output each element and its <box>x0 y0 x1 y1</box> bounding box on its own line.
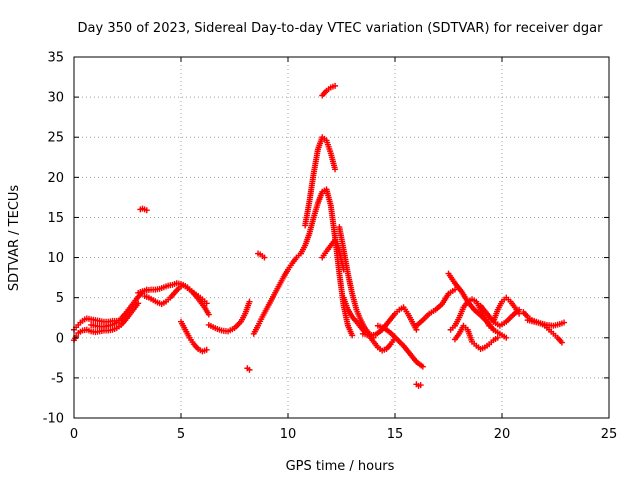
axis-ticks <box>73 56 610 419</box>
y-tick-label: 20 <box>47 171 64 186</box>
y-tick-label: 10 <box>47 251 64 266</box>
data-point <box>205 311 212 318</box>
series-arc-afternoon-1 <box>340 294 398 354</box>
x-tick-label: 5 <box>177 427 185 442</box>
series-arc-morning-2 <box>141 281 212 318</box>
series-arc-noon-4 <box>319 82 339 99</box>
data-point <box>332 166 339 173</box>
series-arc-night-2 <box>524 317 568 329</box>
data-point <box>490 326 497 333</box>
series-arc-noon-6 <box>336 224 377 341</box>
y-tick-label: 30 <box>47 91 64 106</box>
data-point <box>503 334 510 341</box>
y-axis-label: SDTVAR / TECUs <box>7 185 22 292</box>
y-tick-label: 5 <box>56 291 64 306</box>
series-arc-early-4 <box>137 205 150 214</box>
series-arc-morning-5 <box>244 365 253 373</box>
data-point <box>516 306 523 313</box>
series-arc-afternoon-5 <box>413 286 458 329</box>
data-point <box>261 254 268 261</box>
series-arc-afternoon-3 <box>374 322 426 370</box>
series-arc-evening-5 <box>477 302 523 329</box>
data-point <box>419 363 426 370</box>
x-tick-label: 0 <box>70 427 78 442</box>
data-point <box>246 366 253 373</box>
data-point <box>143 207 150 214</box>
series-arc-noon-3 <box>302 134 339 229</box>
y-tick-label: 35 <box>47 51 64 66</box>
y-tick-label: 0 <box>56 331 64 346</box>
series-arc-morning-3 <box>178 318 210 355</box>
series-arc-afternoon-4 <box>413 381 424 389</box>
data-point <box>561 319 568 326</box>
data-point <box>246 298 253 305</box>
y-tick-label: 25 <box>47 131 64 146</box>
series-arc-morning-6 <box>255 250 268 261</box>
series-arc-early-3 <box>88 286 150 330</box>
data-point <box>332 82 339 89</box>
gridlines <box>74 57 609 418</box>
data-point <box>349 332 356 339</box>
y-tick-labels: -10 -5 0 5 10 15 20 25 30 35 <box>43 51 64 427</box>
x-tick-labels: 0 5 10 15 20 25 <box>70 427 617 442</box>
x-tick-label: 20 <box>494 427 511 442</box>
chart-title: Day 350 of 2023, Sidereal Day-to-day VTE… <box>78 21 604 36</box>
x-tick-label: 10 <box>280 427 297 442</box>
series-arc-evening-3 <box>451 322 501 353</box>
series-arc-evening-2 <box>447 296 497 333</box>
data-point <box>558 339 565 346</box>
data-point <box>494 334 501 341</box>
y-tick-label: -5 <box>51 371 64 386</box>
plot-frame <box>73 56 610 419</box>
y-tick-label: 15 <box>47 211 64 226</box>
data-point <box>451 286 458 293</box>
x-tick-label: 25 <box>601 427 618 442</box>
series-arc-morning-4 <box>205 298 253 335</box>
y-tick-label: -10 <box>43 412 64 427</box>
x-axis-label: GPS time / hours <box>286 459 395 474</box>
series-arc-noon-1 <box>250 250 304 337</box>
x-tick-label: 15 <box>387 427 404 442</box>
data-point <box>203 346 210 353</box>
data-point <box>417 382 424 389</box>
data-points <box>71 82 568 389</box>
